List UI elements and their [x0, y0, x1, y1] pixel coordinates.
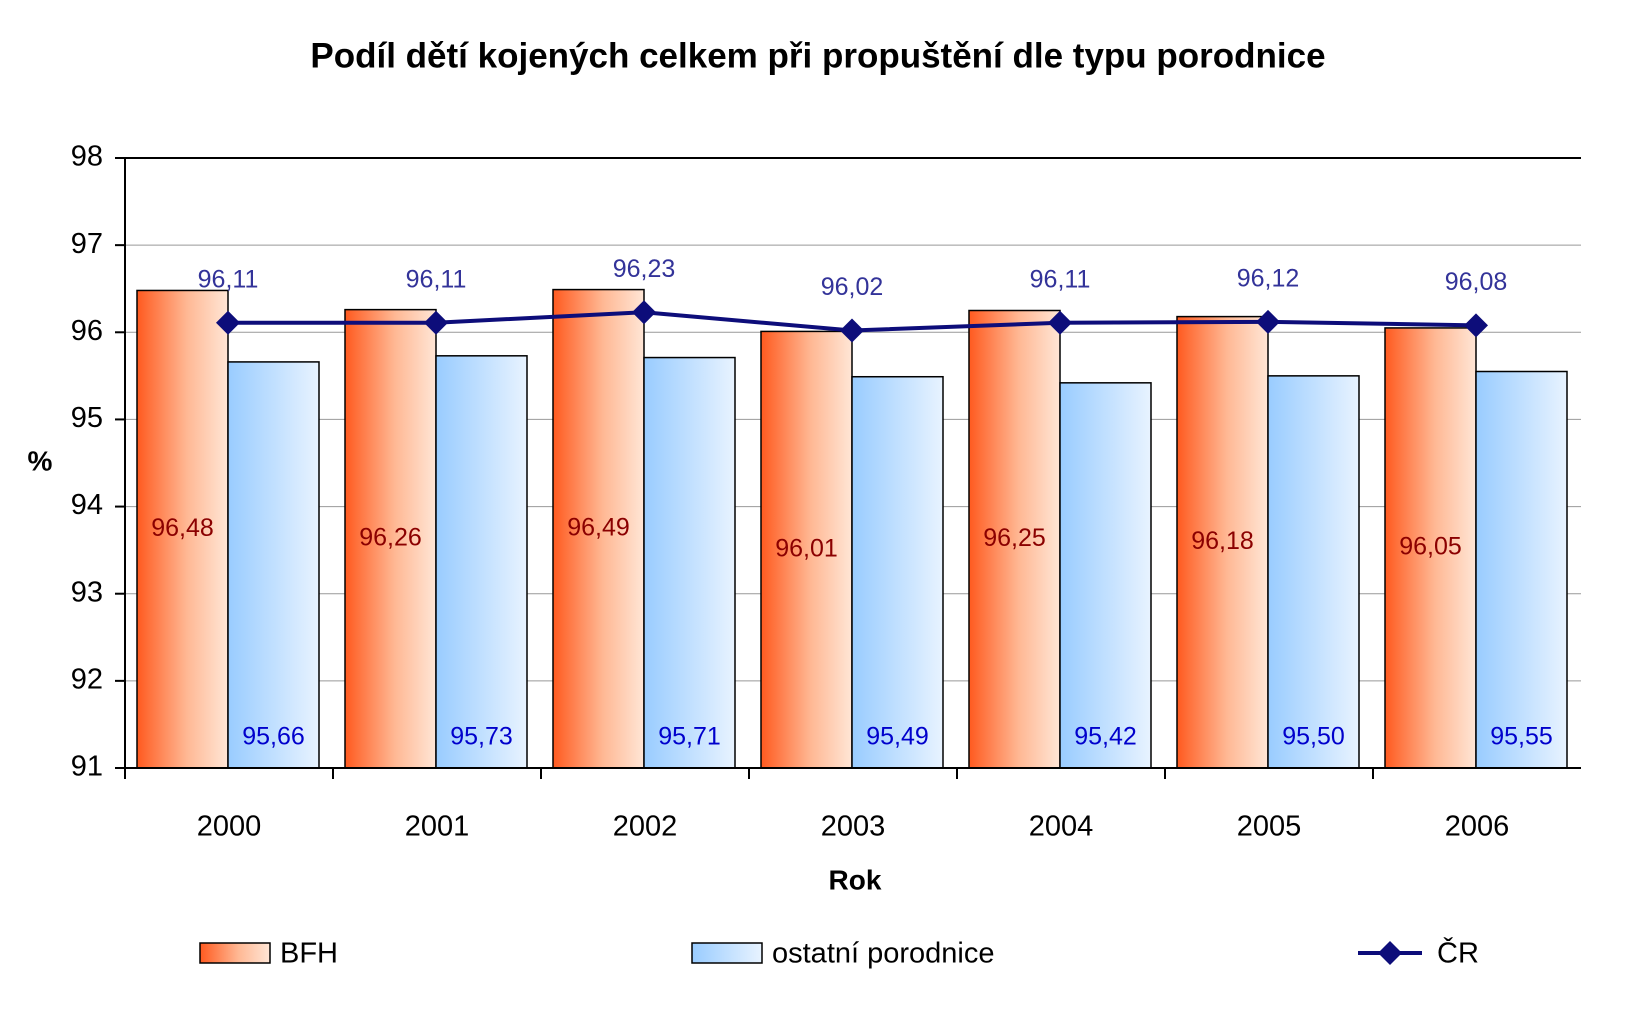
data-label: 96,11 — [198, 265, 259, 293]
bar — [344, 308, 437, 769]
y-tick-label: 96 — [71, 315, 103, 347]
x-tick-label: 2003 — [821, 811, 886, 843]
data-label: 96,01 — [775, 534, 838, 562]
bar — [851, 375, 944, 769]
legend-swatch — [199, 942, 271, 964]
x-tick-label: 2001 — [405, 811, 470, 843]
bar — [435, 355, 528, 769]
bar — [643, 356, 736, 769]
data-label: 95,71 — [658, 723, 721, 751]
marker — [424, 310, 448, 335]
marker — [632, 300, 656, 325]
data-label: 96,02 — [821, 273, 884, 301]
marker — [1048, 310, 1072, 335]
marker — [216, 310, 240, 335]
bar — [760, 330, 853, 769]
bar — [1176, 315, 1269, 769]
y-tick-label: 91 — [71, 751, 103, 783]
marker — [1464, 313, 1488, 338]
x-tick-label: 2006 — [1445, 811, 1510, 843]
legend-label: ČR — [1437, 936, 1479, 970]
data-label: 95,42 — [1074, 723, 1137, 751]
x-tick-label: 2005 — [1237, 811, 1302, 843]
data-label: 95,50 — [1282, 723, 1345, 751]
x-tick-label: 2000 — [197, 811, 262, 843]
data-label: 96,48 — [151, 514, 214, 542]
bar — [552, 288, 645, 769]
y-tick-label: 95 — [71, 402, 103, 434]
bar — [1059, 382, 1152, 769]
data-label: 95,55 — [1490, 723, 1553, 751]
legend-marker — [1378, 941, 1402, 965]
marker — [840, 318, 864, 343]
bar — [227, 361, 320, 769]
bar — [136, 289, 229, 769]
data-label: 96,23 — [613, 255, 676, 283]
y-tick-label: 94 — [71, 489, 103, 521]
data-label: 96,18 — [1191, 527, 1254, 555]
data-label: 96,26 — [359, 523, 422, 551]
bar — [1475, 370, 1568, 769]
x-axis-label: Rok — [829, 864, 882, 895]
x-tick-label: 2004 — [1029, 811, 1094, 843]
data-label: 96,08 — [1445, 268, 1508, 296]
data-label: 96,12 — [1237, 264, 1300, 292]
bar — [1267, 375, 1360, 769]
bar — [1384, 327, 1477, 769]
y-tick-label: 97 — [71, 228, 103, 260]
data-label: 96,49 — [567, 513, 630, 541]
legend-label: BFH — [280, 938, 338, 970]
y-tick-label: 98 — [71, 141, 103, 173]
data-label: 95,73 — [450, 723, 513, 751]
data-label: 96,11 — [406, 265, 467, 293]
x-tick-label: 2002 — [613, 811, 678, 843]
legend-swatch — [691, 942, 763, 964]
y-tick-label: 92 — [71, 664, 103, 696]
data-label: 95,49 — [866, 723, 929, 751]
data-label: 96,25 — [983, 524, 1046, 552]
data-label: 96,05 — [1399, 533, 1462, 561]
y-axis-label: % — [28, 445, 53, 476]
legend-label: ostatní porodnice — [772, 938, 994, 970]
marker — [1256, 309, 1280, 334]
data-label: 96,11 — [1030, 265, 1091, 293]
data-label: 95,66 — [242, 723, 305, 751]
chart-title: Podíl dětí kojených celkem při propuštěn… — [310, 36, 1325, 75]
y-tick-label: 93 — [71, 576, 103, 608]
